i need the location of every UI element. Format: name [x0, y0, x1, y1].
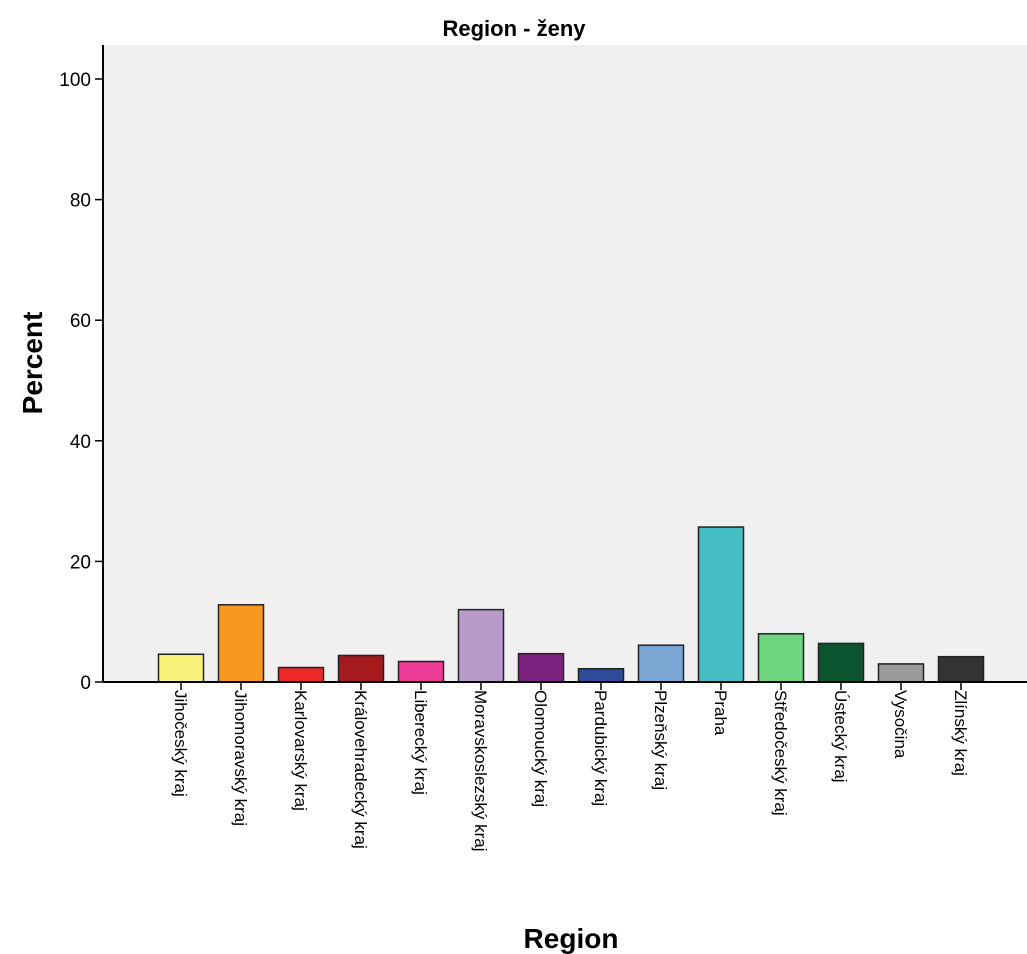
bar — [157, 653, 205, 683]
x-tick-label: Zlínský kraj — [951, 690, 970, 776]
x-tick-label: Olomoucký kraj — [531, 690, 550, 807]
bar — [817, 642, 865, 683]
x-tick-label: Ústecký kraj — [831, 690, 850, 783]
chart-title: Region - ženy — [442, 16, 586, 41]
x-axis-ticks: Jihočeský kraj Jihomoravský kraj Karlovars… — [171, 682, 970, 852]
x-tick-label: Jihomoravský kraj — [231, 690, 250, 826]
x-tick-label: Středočeský kraj — [771, 690, 790, 816]
x-tick-label: Královehradecký kraj — [351, 690, 370, 849]
y-tick-label: 0 — [80, 673, 91, 694]
y-axis-title: Percent — [17, 312, 48, 415]
x-axis-title: Region — [524, 923, 619, 954]
bars — [157, 526, 985, 683]
x-tick-label: Plzeňský kraj — [651, 690, 670, 790]
bar — [277, 666, 325, 683]
x-tick-label: Moravskoslezský kraj — [471, 690, 490, 852]
x-tick-label: Pardubický kraj — [591, 690, 610, 806]
bar — [217, 604, 265, 683]
bar — [457, 608, 505, 683]
y-tick-label: 100 — [59, 70, 91, 91]
y-tick-label: 40 — [70, 432, 91, 453]
bar — [937, 655, 985, 683]
bar — [517, 652, 565, 683]
bar — [397, 660, 445, 683]
x-tick-label: Jihočeský kraj — [171, 690, 190, 797]
bar — [877, 663, 925, 683]
bar — [637, 644, 685, 683]
x-tick-label: Karlovarský kraj — [291, 690, 310, 811]
y-axis-ticks: 0 20 40 60 80 100 — [59, 70, 103, 694]
bar — [757, 633, 805, 683]
bar — [577, 667, 625, 683]
y-tick-label: 20 — [70, 552, 91, 573]
bar — [697, 526, 745, 683]
x-tick-label: Liberecký kraj — [411, 690, 430, 795]
bar — [337, 654, 385, 683]
y-tick-label: 60 — [70, 311, 91, 332]
plot-background — [103, 45, 1027, 682]
x-tick-label: Praha — [711, 690, 730, 736]
y-tick-label: 80 — [70, 191, 91, 212]
x-tick-label: Vysočina — [891, 690, 910, 759]
